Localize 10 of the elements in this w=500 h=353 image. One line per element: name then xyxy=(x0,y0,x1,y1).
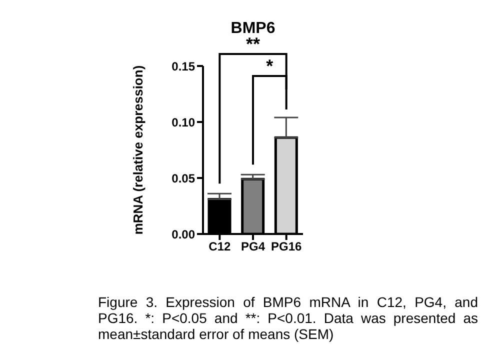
x-tick-label: PG4 xyxy=(240,240,266,254)
y-axis-title: mRNA (relative expression) xyxy=(130,65,146,235)
y-tick-label: 0.05 xyxy=(172,171,196,186)
y-tick-label: 0.10 xyxy=(172,115,196,130)
y-tick-label: 0.00 xyxy=(172,227,196,242)
annotation: * xyxy=(266,56,274,76)
x-tick-label: PG16 xyxy=(270,240,302,254)
x-tick-label: C12 xyxy=(208,240,231,254)
y-tick-label: 0.15 xyxy=(172,59,196,74)
caption: Figure 3. Expression of BMP6 mRNA in C12, PG4, and PG16. *: P<0.05 and **: P<0.01. Data was presented as mean±standard error of means (SEM) xyxy=(98,294,478,342)
